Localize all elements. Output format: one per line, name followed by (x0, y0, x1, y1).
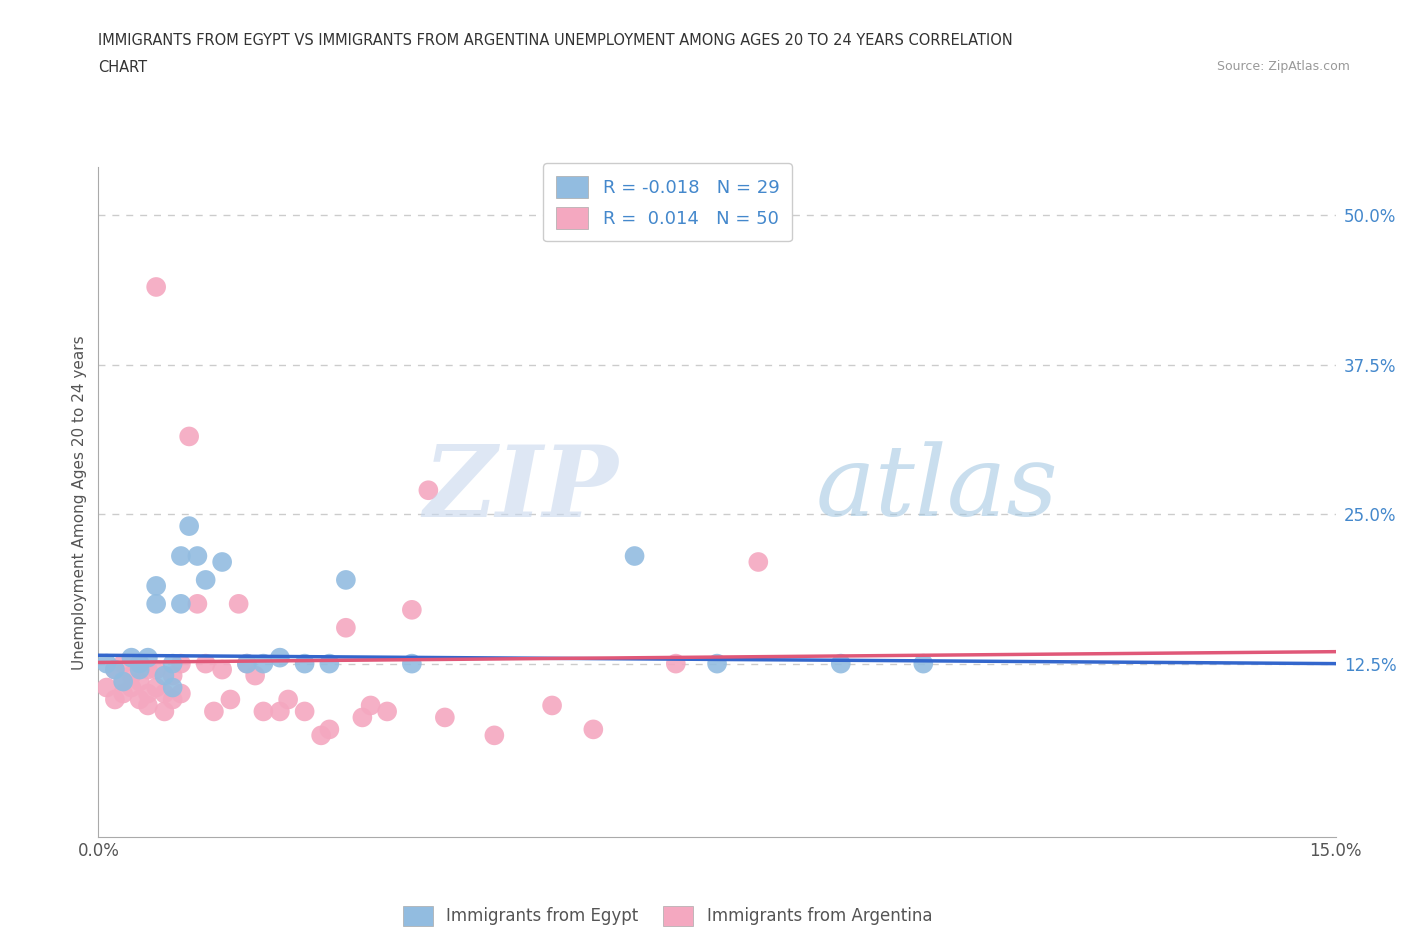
Point (179, 429, 201, 444)
Point (145, 680, 167, 695)
Point (170, 549, 193, 564)
Point (136, 686, 159, 701)
Point (136, 698, 159, 713)
Point (186, 596, 208, 611)
Point (162, 668, 184, 683)
Legend: Immigrants from Egypt, Immigrants from Argentina: Immigrants from Egypt, Immigrants from A… (396, 899, 939, 930)
Text: Source: ZipAtlas.com: Source: ZipAtlas.com (1216, 60, 1350, 73)
Text: atlas: atlas (815, 441, 1059, 537)
Point (162, 680, 184, 695)
Point (582, 722, 605, 737)
Point (153, 686, 176, 701)
Point (912, 657, 935, 671)
Point (145, 662, 167, 677)
Point (747, 554, 769, 569)
Point (145, 280, 167, 295)
Point (219, 692, 242, 707)
Point (269, 704, 291, 719)
Point (211, 554, 233, 569)
Point (269, 650, 291, 665)
Point (162, 657, 184, 671)
Point (112, 674, 135, 689)
Point (112, 686, 135, 701)
Point (179, 519, 201, 534)
Point (128, 662, 150, 677)
Point (194, 573, 217, 588)
Point (830, 657, 852, 671)
Point (104, 662, 127, 677)
Point (112, 674, 135, 689)
Point (96, 680, 118, 695)
Point (128, 657, 150, 671)
Point (228, 596, 250, 611)
Point (623, 549, 645, 564)
Point (153, 704, 176, 719)
Point (96, 657, 118, 671)
Point (418, 483, 440, 498)
Point (136, 662, 159, 677)
Point (202, 704, 225, 719)
Point (120, 668, 142, 683)
Point (294, 657, 316, 671)
Point (706, 657, 728, 671)
Point (352, 710, 374, 724)
Point (243, 668, 266, 683)
Point (120, 650, 142, 665)
Point (170, 596, 193, 611)
Point (136, 650, 159, 665)
Point (170, 686, 193, 701)
Point (236, 657, 259, 671)
Point (335, 573, 357, 588)
Point (145, 578, 167, 593)
Point (112, 657, 135, 671)
Point (170, 657, 193, 671)
Point (541, 698, 564, 713)
Point (484, 728, 506, 743)
Point (318, 722, 340, 737)
Text: ZIP: ZIP (423, 441, 619, 537)
Point (375, 704, 398, 719)
Point (120, 680, 142, 695)
Point (162, 692, 184, 707)
Point (401, 603, 423, 618)
Point (360, 698, 382, 713)
Point (128, 674, 150, 689)
Point (194, 657, 217, 671)
Point (335, 620, 357, 635)
Point (294, 704, 316, 719)
Point (153, 668, 176, 683)
Point (104, 662, 127, 677)
Point (145, 596, 167, 611)
Point (236, 657, 259, 671)
Point (186, 549, 208, 564)
Point (128, 692, 150, 707)
Point (309, 728, 332, 743)
Text: CHART: CHART (98, 60, 148, 75)
Point (665, 657, 688, 671)
Point (318, 657, 340, 671)
Y-axis label: Unemployment Among Ages 20 to 24 years: Unemployment Among Ages 20 to 24 years (72, 335, 87, 670)
Point (252, 704, 274, 719)
Point (211, 662, 233, 677)
Point (104, 692, 127, 707)
Point (277, 692, 299, 707)
Point (252, 657, 274, 671)
Point (433, 710, 456, 724)
Point (128, 657, 150, 671)
Point (401, 657, 423, 671)
Text: IMMIGRANTS FROM EGYPT VS IMMIGRANTS FROM ARGENTINA UNEMPLOYMENT AMONG AGES 20 TO: IMMIGRANTS FROM EGYPT VS IMMIGRANTS FROM… (98, 33, 1014, 47)
